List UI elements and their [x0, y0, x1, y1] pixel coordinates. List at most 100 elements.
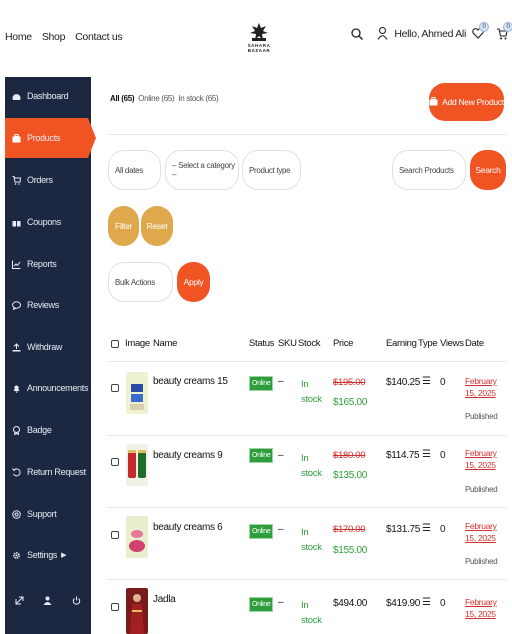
divider: [108, 361, 506, 362]
logo-text: SAHARA BAZAAR: [247, 43, 271, 53]
filter-all-link[interactable]: All (65): [110, 94, 135, 103]
search-button[interactable]: Search: [470, 150, 506, 190]
row-checkbox[interactable]: [111, 531, 119, 539]
row-checkbox[interactable]: [111, 384, 119, 392]
sidebar-item-label: Settings: [27, 550, 58, 560]
user-icon[interactable]: [377, 27, 388, 40]
briefcase-icon: [429, 96, 438, 108]
category-select[interactable]: – Select a category –: [165, 150, 239, 190]
search-products-input[interactable]: Search Products: [392, 150, 466, 190]
date-link[interactable]: February 15, 2025: [465, 521, 497, 543]
sidebar-item-badge[interactable]: Badge: [5, 419, 91, 441]
cart-icon[interactable]: 0: [496, 21, 512, 40]
date-filter-select[interactable]: All dates: [108, 150, 161, 190]
product-thumbnail[interactable]: [126, 372, 148, 414]
select-all-checkbox[interactable]: [111, 340, 119, 348]
col-header-sku[interactable]: SKU: [278, 338, 297, 349]
sidebar-item-withdraw[interactable]: Withdraw: [5, 336, 91, 358]
sidebar-item-orders[interactable]: Orders: [5, 169, 91, 191]
sidebar-item-label: Withdraw: [27, 342, 63, 352]
date-link[interactable]: February 15, 2025: [465, 448, 497, 470]
product-name-link[interactable]: beauty creams 6: [153, 522, 223, 533]
status-badge: Online: [249, 448, 274, 463]
user-greeting[interactable]: Hello, Ahmed Ali: [394, 27, 466, 40]
col-header-stock[interactable]: Stock: [298, 338, 321, 349]
search-icon[interactable]: [351, 27, 364, 40]
col-header-price[interactable]: Price: [333, 338, 354, 349]
product-name-link[interactable]: beauty creams 9: [153, 450, 223, 461]
sidebar-item-reports[interactable]: Reports: [5, 253, 91, 275]
product-type-select[interactable]: Product type: [242, 150, 301, 190]
nav-contact-link[interactable]: Contact us: [75, 31, 123, 43]
views-count: 0: [440, 524, 446, 535]
profile-icon[interactable]: [43, 596, 52, 608]
upload-icon: [11, 342, 21, 352]
filter-button[interactable]: Filter: [108, 206, 139, 246]
price-value: $494.00: [333, 598, 368, 609]
table-row: beauty creams 9 Online – In stock $180.0…: [108, 436, 506, 508]
nav-shop-link[interactable]: Shop: [41, 31, 66, 43]
earning-value: $131.75: [386, 524, 421, 535]
col-header-type: Type: [418, 338, 438, 349]
table-row: beauty creams 15 Online – In stock $195.…: [108, 364, 506, 436]
sidebar-item-products[interactable]: Products: [5, 118, 96, 158]
date-link[interactable]: February 15, 2025: [465, 597, 497, 619]
product-thumbnail[interactable]: [126, 516, 148, 558]
stock-status: In stock: [301, 600, 322, 626]
add-new-product-label: Add New Product: [442, 97, 504, 107]
sidebar-item-coupons[interactable]: Coupons: [5, 211, 91, 233]
apply-button[interactable]: Apply: [177, 262, 210, 302]
cart-icon: [11, 175, 21, 185]
col-header-status: Status: [249, 338, 275, 349]
regular-price: $180.00: [333, 450, 366, 461]
sku-value: –: [278, 524, 284, 535]
add-new-product-button[interactable]: Add New Product: [429, 83, 504, 121]
sidebar-item-reviews[interactable]: Reviews: [5, 294, 91, 316]
stock-status: In stock: [301, 379, 322, 405]
sku-value: –: [278, 450, 284, 461]
sidebar-item-settings[interactable]: Settings ▶: [5, 544, 91, 566]
sidebar-item-dashboard[interactable]: Dashboard: [5, 85, 91, 107]
status-badge: Online: [249, 524, 274, 539]
col-header-name[interactable]: Name: [153, 338, 178, 349]
reset-button[interactable]: Reset: [141, 206, 173, 246]
nav-home-link[interactable]: Home: [5, 31, 32, 43]
views-count: 0: [440, 450, 446, 461]
sidebar-item-announcements[interactable]: Announcements: [5, 377, 91, 399]
status-filter: All (65) Online (65) In stock (65): [110, 94, 219, 103]
header-actions: Hello, Ahmed Ali 0 0: [351, 21, 512, 40]
sidebar-item-label: Support: [27, 509, 57, 519]
sidebar-footer: [5, 596, 91, 608]
row-checkbox[interactable]: [111, 603, 119, 611]
sidebar-item-support[interactable]: Support: [5, 503, 91, 525]
views-count: 0: [440, 598, 446, 609]
date-link[interactable]: February 15, 2025: [465, 376, 497, 398]
product-type-icon: ☰: [422, 523, 431, 534]
product-type-icon: ☰: [422, 376, 431, 387]
col-header-views: Views: [440, 338, 464, 349]
stock-status: In stock: [301, 527, 322, 553]
gift-icon: [11, 217, 21, 227]
col-header-date[interactable]: Date: [465, 338, 484, 349]
wishlist-icon[interactable]: 0: [472, 22, 489, 39]
power-icon[interactable]: [72, 596, 81, 608]
sku-value: –: [278, 597, 284, 608]
wishlist-count: 0: [479, 22, 489, 32]
row-checkbox[interactable]: [111, 458, 119, 466]
site-logo[interactable]: SAHARA BAZAAR: [241, 22, 277, 56]
sidebar-item-return-request[interactable]: Return Request: [5, 461, 91, 483]
cart-count: 0: [503, 21, 512, 32]
sidebar-item-label: Dashboard: [27, 91, 69, 101]
external-link-icon[interactable]: [15, 596, 24, 608]
briefcase-icon: [11, 133, 21, 143]
product-name-link[interactable]: Jadla: [153, 594, 176, 605]
sidebar-item-label: Orders: [27, 175, 53, 185]
bulk-actions-select[interactable]: Bulk Actions: [108, 262, 173, 302]
product-thumbnail[interactable]: [126, 444, 148, 486]
filter-instock-link[interactable]: In stock (65): [178, 94, 219, 103]
product-thumbnail[interactable]: [126, 588, 148, 634]
divider: [108, 134, 506, 135]
filter-online-link[interactable]: Online (65): [138, 94, 175, 103]
publish-status: Published: [465, 485, 498, 494]
product-name-link[interactable]: beauty creams 15: [153, 376, 228, 387]
